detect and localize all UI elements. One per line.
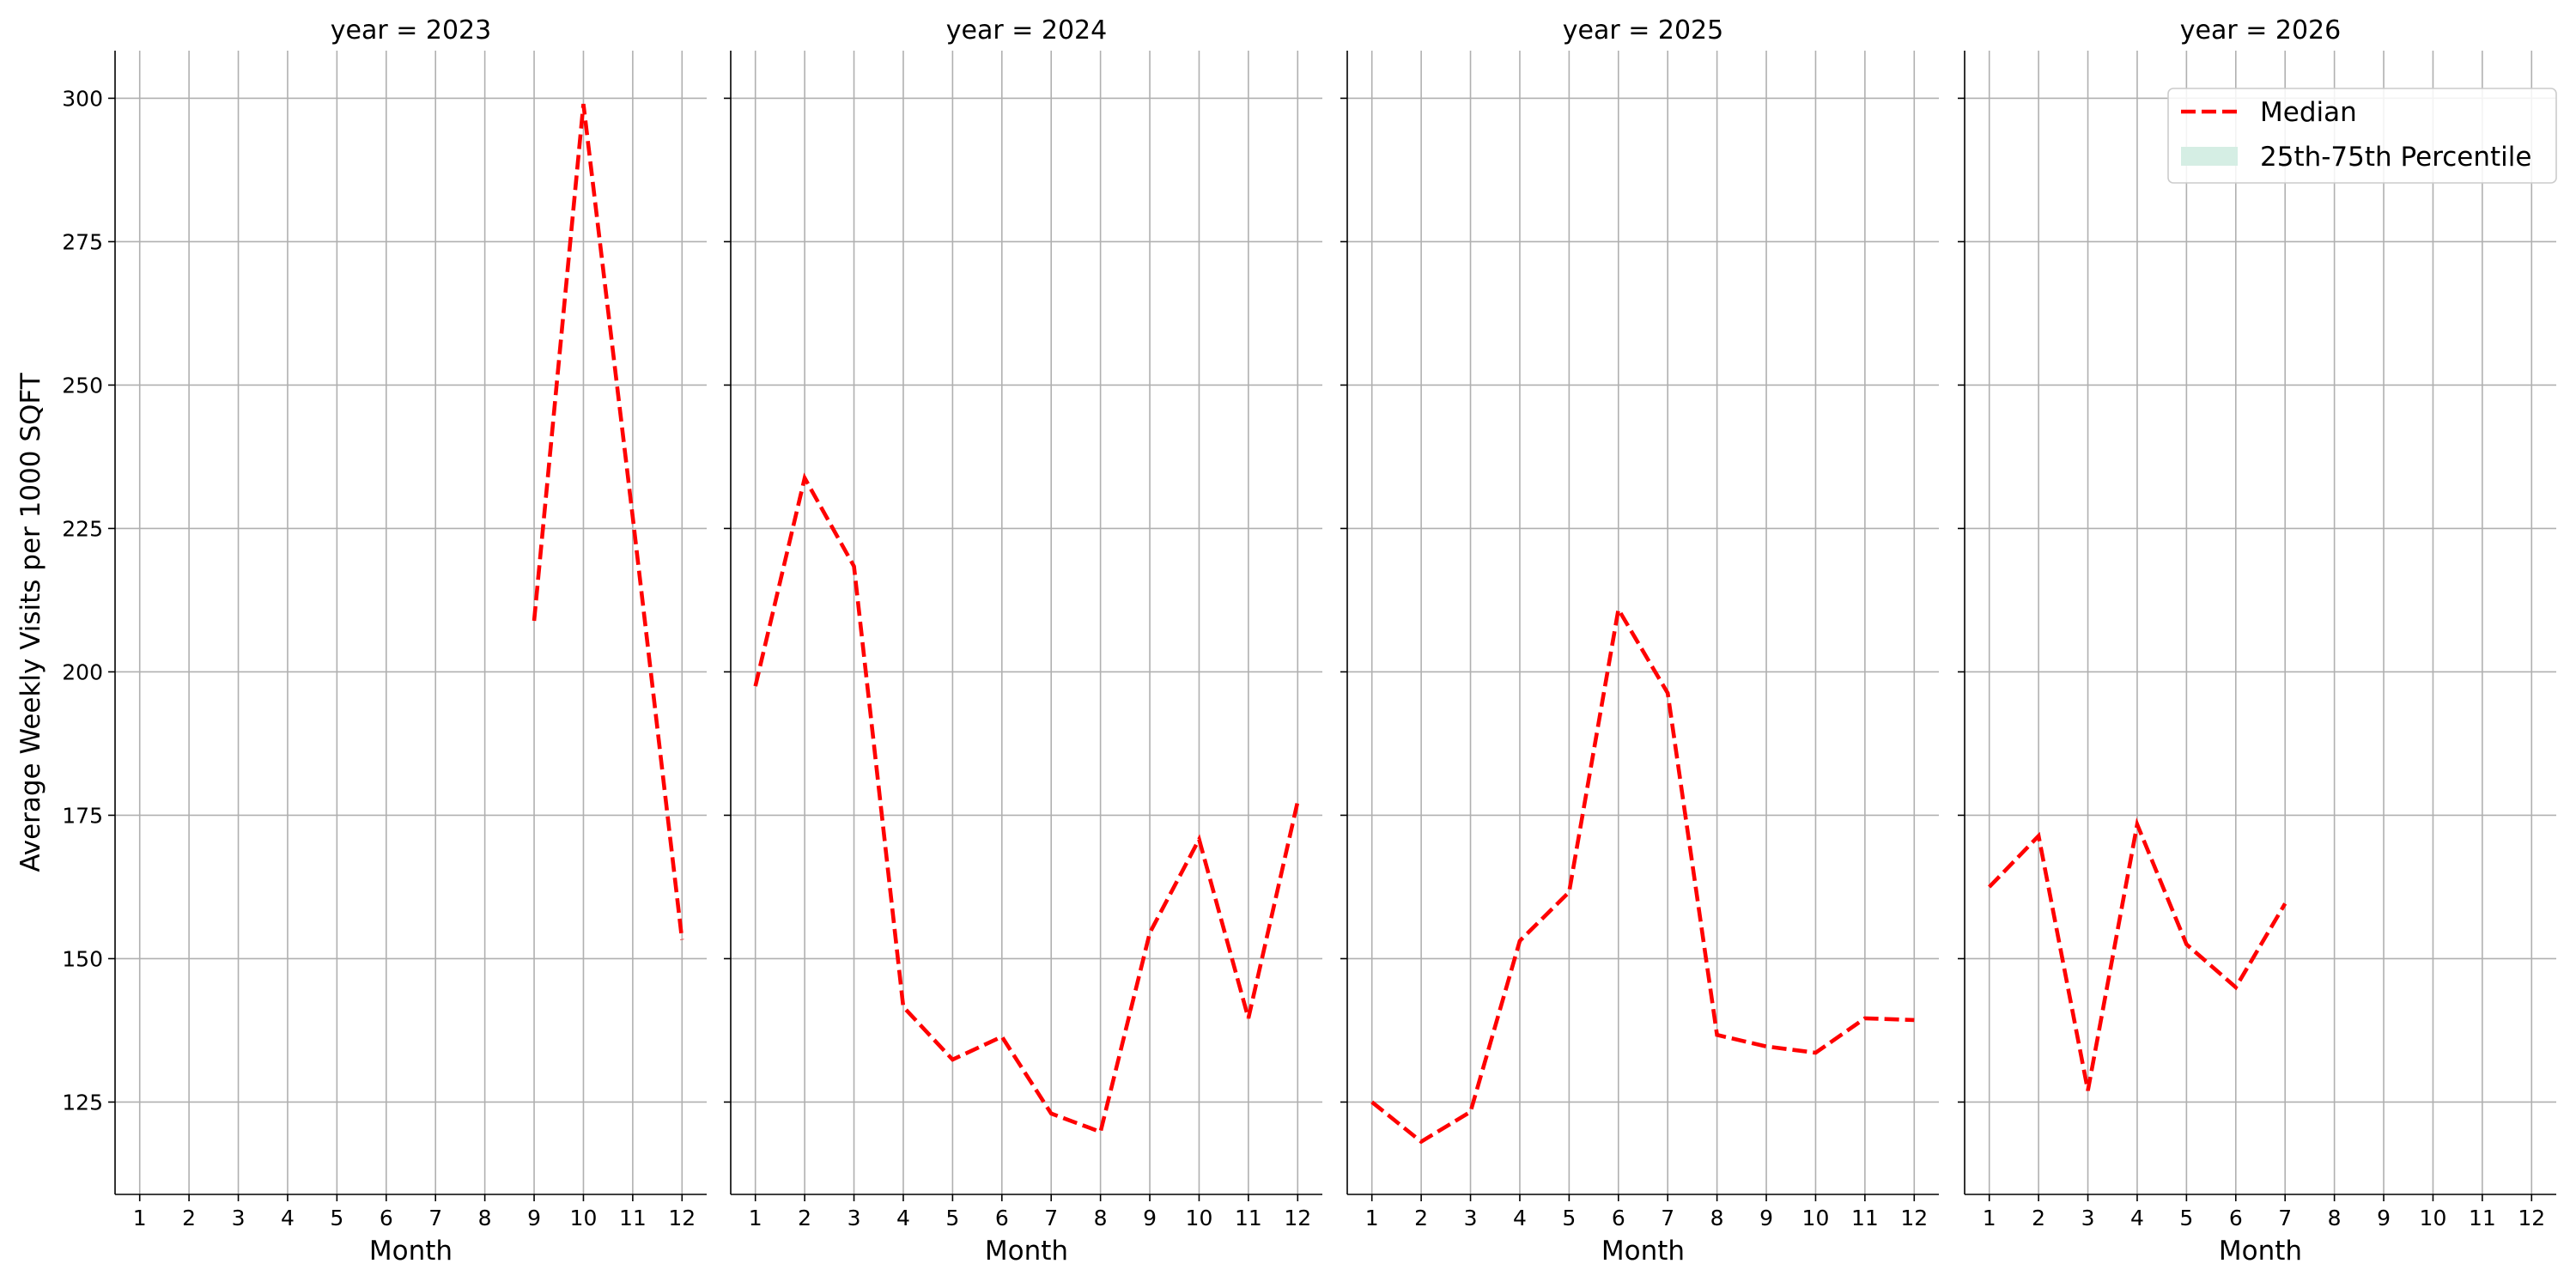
x-tick-label: 10 <box>1186 1206 1213 1230</box>
x-tick-label: 6 <box>1612 1206 1625 1230</box>
y-tick-label: 300 <box>62 86 103 111</box>
x-tick-label: 6 <box>995 1206 1009 1230</box>
median-line <box>1370 604 1915 1145</box>
x-tick-label: 12 <box>1284 1206 1311 1230</box>
y-tick-label: 250 <box>62 373 103 398</box>
x-tick-label: 4 <box>1513 1206 1527 1230</box>
x-tick-label: 1 <box>749 1206 762 1230</box>
x-tick-label: 8 <box>1094 1206 1108 1230</box>
x-tick-label: 11 <box>2469 1206 2496 1230</box>
x-tick-label: 2 <box>798 1206 811 1230</box>
legend-box <box>2167 88 2557 184</box>
x-tick-label: 1 <box>133 1206 147 1230</box>
x-tick-label: 8 <box>2328 1206 2342 1230</box>
x-tick-label: 12 <box>2518 1206 2545 1230</box>
x-tick-label: 10 <box>2420 1206 2447 1230</box>
panel-title: year = 2024 <box>946 15 1108 46</box>
panel-title: year = 2026 <box>2180 15 2342 46</box>
x-tick-label: 2 <box>182 1206 196 1230</box>
median-line <box>753 472 1300 1135</box>
y-tick-label: 150 <box>62 946 103 971</box>
x-tick-label: 11 <box>619 1206 647 1230</box>
x-tick-label: 6 <box>2229 1206 2243 1230</box>
x-axis-label: Month <box>1601 1236 1685 1267</box>
x-tick-label: 8 <box>478 1206 492 1230</box>
y-tick-label: 225 <box>62 516 103 541</box>
legend-swatch <box>2181 147 2238 166</box>
x-tick-label: 10 <box>570 1206 598 1230</box>
x-tick-label: 1 <box>1365 1206 1379 1230</box>
x-axis-label: Month <box>985 1236 1068 1267</box>
x-tick-label: 4 <box>281 1206 295 1230</box>
x-tick-label: 7 <box>2278 1206 2292 1230</box>
x-axis-label: Month <box>2219 1236 2302 1267</box>
x-tick-label: 3 <box>2081 1206 2095 1230</box>
median-line <box>532 103 684 940</box>
x-tick-label: 11 <box>1235 1206 1262 1230</box>
x-tick-label: 9 <box>527 1206 541 1230</box>
x-tick-label: 7 <box>428 1206 442 1230</box>
x-tick-label: 6 <box>380 1206 393 1230</box>
median-line <box>1988 817 2287 1091</box>
x-tick-label: 4 <box>2130 1206 2144 1230</box>
panel-title: year = 2023 <box>331 15 492 46</box>
y-tick-label: 200 <box>62 659 103 684</box>
x-axis-label: Month <box>369 1236 453 1267</box>
y-axis-label: Average Weekly Visits per 1000 SQFT <box>15 372 46 872</box>
x-tick-label: 7 <box>1044 1206 1058 1230</box>
x-tick-label: 3 <box>232 1206 246 1230</box>
x-tick-label: 5 <box>2179 1206 2193 1230</box>
x-tick-label: 11 <box>1851 1206 1879 1230</box>
x-tick-label: 5 <box>330 1206 343 1230</box>
x-tick-label: 1 <box>1983 1206 1996 1230</box>
x-tick-label: 12 <box>1900 1206 1928 1230</box>
x-tick-label: 4 <box>896 1206 910 1230</box>
x-tick-label: 2 <box>1414 1206 1428 1230</box>
x-tick-label: 8 <box>1710 1206 1724 1230</box>
x-tick-label: 10 <box>1802 1206 1830 1230</box>
x-tick-label: 9 <box>1759 1206 1773 1230</box>
x-tick-label: 7 <box>1661 1206 1674 1230</box>
y-tick-label: 125 <box>62 1090 103 1115</box>
x-tick-label: 5 <box>945 1206 959 1230</box>
legend-label: 25th-75th Percentile <box>2260 142 2531 173</box>
x-tick-label: 12 <box>668 1206 696 1230</box>
x-tick-label: 3 <box>1464 1206 1478 1230</box>
x-tick-label: 9 <box>1143 1206 1157 1230</box>
panel-title: year = 2025 <box>1563 15 1724 46</box>
x-tick-label: 3 <box>848 1206 861 1230</box>
x-tick-label: 5 <box>1562 1206 1576 1230</box>
legend-label: Median <box>2260 97 2357 128</box>
y-tick-label: 175 <box>62 803 103 828</box>
y-tick-label: 275 <box>62 229 103 254</box>
x-tick-label: 9 <box>2377 1206 2391 1230</box>
x-tick-label: 2 <box>2032 1206 2045 1230</box>
